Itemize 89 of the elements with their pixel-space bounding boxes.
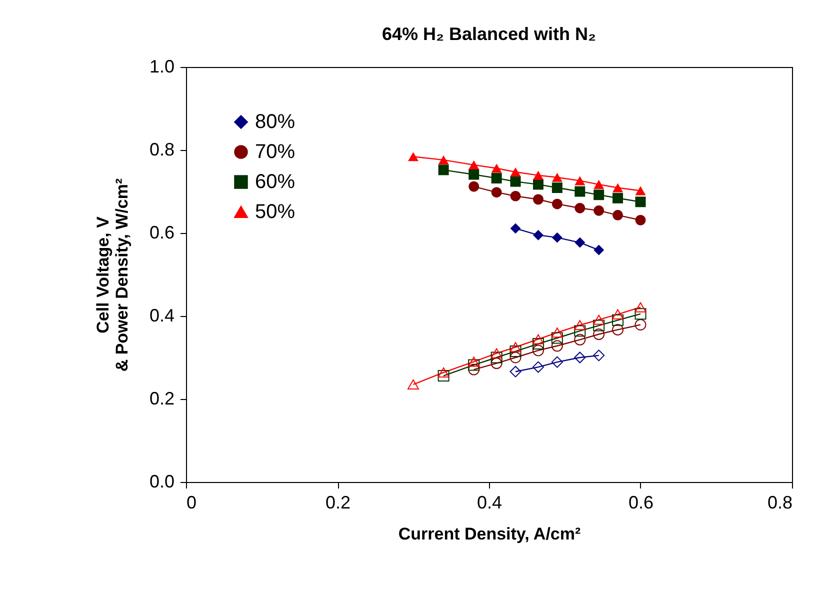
point: [532, 338, 544, 350]
point: [510, 176, 521, 187]
y-tick-label: 0.8: [149, 140, 174, 160]
point: [552, 172, 562, 182]
point: [635, 214, 646, 226]
point: [468, 359, 480, 371]
point: [532, 194, 544, 205]
point: [438, 155, 449, 164]
point: [612, 210, 624, 220]
point: [510, 342, 522, 352]
point: [532, 170, 544, 180]
point: [510, 346, 522, 358]
y-tick-label: 1.0: [149, 56, 174, 76]
point: [593, 328, 605, 340]
legend-label: 70%: [255, 141, 296, 163]
point: [490, 352, 502, 364]
point: [510, 190, 521, 202]
point: [594, 205, 604, 216]
point: [551, 332, 563, 344]
y-tick-label: 0.6: [149, 222, 174, 242]
chart-title: 64% H₂ Balanced with N₂: [382, 24, 596, 44]
point: [612, 192, 624, 204]
point: [574, 186, 586, 197]
point: [574, 202, 586, 214]
point: [551, 328, 563, 338]
point: [552, 232, 562, 243]
point: [408, 152, 418, 162]
point: [634, 308, 646, 320]
point: [574, 176, 586, 186]
point: [574, 334, 586, 346]
point: [593, 350, 605, 362]
point: [634, 302, 646, 312]
point: [532, 334, 544, 344]
point: [593, 314, 605, 325]
point: [574, 352, 586, 364]
point: [491, 164, 502, 173]
point: [593, 320, 605, 332]
point: [490, 358, 502, 370]
y-tick-label: 0.4: [149, 306, 174, 326]
point: [635, 186, 646, 196]
point: [510, 366, 522, 378]
point: [438, 367, 450, 378]
point: [574, 237, 586, 248]
legend-label: 60%: [255, 171, 296, 193]
point: [612, 314, 624, 326]
point: [438, 370, 450, 382]
y-tick-label: 0.2: [149, 388, 174, 408]
x-tick-label: 0.8: [767, 492, 792, 512]
point: [574, 320, 586, 330]
point: [532, 361, 544, 373]
point: [468, 160, 480, 170]
point: [468, 364, 480, 376]
point: [551, 340, 563, 352]
point: [491, 187, 502, 198]
point: [612, 309, 624, 320]
text: Cell Voltage, V: [93, 216, 112, 334]
point: [635, 196, 646, 208]
legend-label: 80%: [255, 111, 296, 133]
x-tick-label: 0.2: [325, 492, 351, 512]
point: [552, 198, 562, 210]
y-tick-label: 0.0: [149, 472, 174, 492]
point: [551, 356, 563, 368]
point: [594, 244, 604, 256]
point: [634, 318, 646, 330]
x-tick-label: 0.4: [476, 492, 502, 512]
point: [408, 379, 419, 390]
point: [552, 182, 562, 194]
point: [510, 223, 521, 234]
point: [532, 230, 544, 240]
point: [510, 352, 522, 364]
text: & Power Density, W/cm²: [112, 178, 132, 372]
point: [574, 325, 586, 337]
point: [510, 167, 521, 177]
legend-label: 50%: [255, 201, 296, 223]
point: [468, 181, 480, 192]
point: [468, 169, 480, 180]
point: [594, 180, 604, 189]
point: [532, 179, 544, 190]
point: [491, 172, 502, 184]
point: [612, 324, 624, 336]
point: [468, 356, 480, 367]
point: [438, 164, 449, 176]
point: [490, 348, 502, 358]
x-tick-label: 0: [186, 492, 197, 512]
point: [532, 344, 544, 356]
point: [612, 183, 624, 192]
x-axis-title: Current Density, A/cm²: [398, 524, 581, 544]
point: [594, 190, 604, 200]
x-tick-label: 0.6: [628, 492, 654, 512]
